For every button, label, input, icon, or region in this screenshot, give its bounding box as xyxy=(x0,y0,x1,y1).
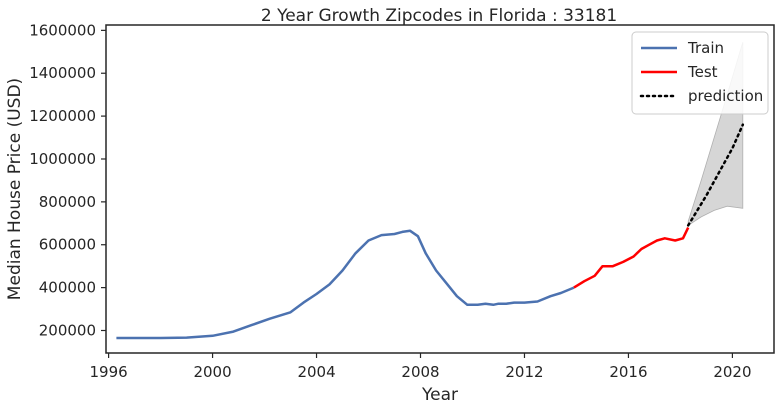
series-line-train xyxy=(116,229,575,340)
y-tick-label: 1000000 xyxy=(29,150,96,168)
confidence-band-layer xyxy=(687,42,744,227)
plot-frame xyxy=(105,24,775,354)
series-line-prediction xyxy=(686,123,745,227)
y-tick-label: 600000 xyxy=(39,236,96,254)
series-line-test xyxy=(573,227,690,289)
x-tick-label: 2004 xyxy=(297,363,335,381)
x-axis: 1996 2000 2004 2008 2012 2016 2020 xyxy=(90,353,752,381)
series-layer xyxy=(116,123,745,340)
y-tick-label: 800000 xyxy=(39,193,96,211)
legend-label-test: Test xyxy=(687,63,718,81)
legend-label-prediction: prediction xyxy=(688,87,763,105)
x-tick-label: 2012 xyxy=(505,363,543,381)
legend-box xyxy=(631,31,769,115)
legend-label-train: Train xyxy=(687,39,724,57)
y-tick-label: 400000 xyxy=(39,279,96,297)
y-tick-label: 1400000 xyxy=(29,64,96,82)
x-tick-label: 2008 xyxy=(401,363,439,381)
y-tick-label: 200000 xyxy=(39,321,96,339)
x-axis-label: Year xyxy=(421,385,458,405)
x-tick-label: 2000 xyxy=(193,363,231,381)
x-tick-label: 2016 xyxy=(609,363,647,381)
x-tick-label: 2020 xyxy=(713,363,751,381)
chart-title: 2 Year Growth Zipcodes in Florida : 3318… xyxy=(261,6,617,26)
prediction-confidence-band xyxy=(687,42,744,227)
y-tick-label: 1200000 xyxy=(29,107,96,125)
y-tick-label: 1600000 xyxy=(29,21,96,39)
x-tick-label: 1996 xyxy=(90,363,128,381)
y-axis: 200000 400000 600000 800000 1000000 1200000 14… xyxy=(29,21,106,339)
y-axis-label: Median House Price (USD) xyxy=(5,78,25,300)
legend: Train Test prediction xyxy=(631,31,769,115)
